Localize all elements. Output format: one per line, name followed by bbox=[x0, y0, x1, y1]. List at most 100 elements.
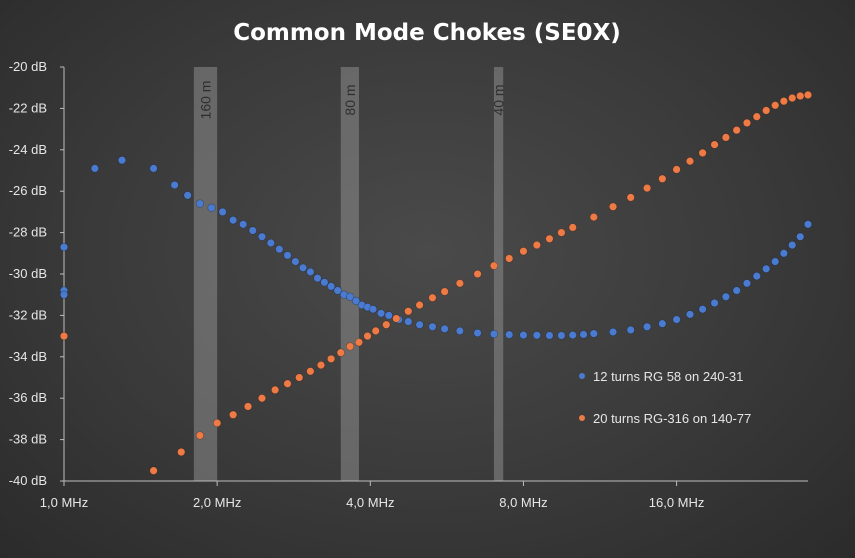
legend-label: 12 turns RG 58 on 240-31 bbox=[593, 369, 743, 384]
data-point bbox=[658, 319, 667, 328]
series-0 bbox=[59, 156, 813, 340]
data-point bbox=[672, 315, 681, 324]
data-point bbox=[428, 322, 437, 331]
data-point bbox=[779, 97, 788, 106]
data-point bbox=[415, 320, 424, 329]
data-point bbox=[455, 279, 464, 288]
data-point bbox=[698, 305, 707, 314]
data-point bbox=[519, 330, 528, 340]
data-point bbox=[229, 410, 238, 419]
data-point bbox=[376, 309, 386, 318]
data-point bbox=[455, 326, 464, 336]
x-tick-label: 4,0 MHz bbox=[346, 495, 394, 510]
data-point bbox=[698, 148, 707, 158]
data-point bbox=[762, 106, 771, 115]
data-point bbox=[779, 249, 788, 258]
data-point bbox=[149, 164, 158, 173]
y-tick-label: -28 dB bbox=[9, 225, 47, 240]
data-point bbox=[721, 292, 731, 301]
data-point bbox=[742, 279, 752, 288]
data-point bbox=[333, 286, 342, 295]
band-0 bbox=[193, 67, 218, 481]
data-point bbox=[306, 267, 315, 277]
data-point bbox=[626, 325, 635, 334]
data-point bbox=[320, 278, 329, 287]
y-tick-label: -40 dB bbox=[9, 473, 47, 488]
data-point bbox=[608, 202, 618, 211]
x-tick-label: 1,0 MHz bbox=[40, 495, 88, 510]
data-point bbox=[473, 328, 482, 338]
data-point bbox=[532, 331, 541, 340]
legend-marker bbox=[579, 373, 585, 379]
y-tick-label: -30 dB bbox=[9, 266, 47, 281]
legend-marker bbox=[579, 415, 585, 421]
data-point bbox=[568, 330, 577, 340]
data-point bbox=[428, 293, 437, 302]
data-point bbox=[685, 310, 695, 319]
data-point bbox=[239, 220, 248, 229]
data-point bbox=[608, 327, 618, 337]
data-point bbox=[384, 311, 393, 320]
data-point bbox=[170, 180, 179, 190]
y-tick-label: -38 dB bbox=[9, 432, 47, 447]
data-point bbox=[354, 338, 364, 347]
band-1 bbox=[340, 67, 359, 481]
data-point bbox=[710, 298, 719, 308]
data-point bbox=[505, 330, 514, 339]
data-point bbox=[672, 165, 681, 174]
data-point bbox=[351, 296, 361, 306]
data-point bbox=[796, 91, 805, 101]
data-point bbox=[243, 402, 253, 411]
data-point bbox=[283, 379, 292, 388]
data-point bbox=[257, 232, 267, 241]
data-point bbox=[266, 238, 275, 248]
data-point bbox=[316, 360, 326, 370]
data-point bbox=[229, 216, 238, 225]
x-tick-label: 2,0 MHz bbox=[193, 495, 241, 510]
data-point bbox=[557, 331, 566, 340]
data-point bbox=[90, 164, 99, 173]
data-point bbox=[626, 193, 635, 202]
data-point bbox=[207, 203, 216, 212]
data-point bbox=[336, 348, 345, 357]
data-point bbox=[415, 300, 424, 310]
data-point bbox=[732, 126, 741, 135]
data-point bbox=[545, 234, 554, 243]
band-layer: 160 m 80 m 40 m bbox=[193, 67, 507, 481]
data-point bbox=[752, 271, 761, 281]
data-point bbox=[685, 157, 695, 166]
data-point bbox=[532, 240, 541, 250]
data-point bbox=[213, 418, 222, 428]
series-1 bbox=[59, 90, 813, 475]
data-point bbox=[473, 269, 482, 279]
data-point bbox=[440, 287, 449, 296]
data-point bbox=[392, 314, 401, 323]
y-tick-label: -20 dB bbox=[9, 59, 47, 74]
band-2 bbox=[493, 67, 504, 481]
data-point bbox=[371, 326, 380, 336]
data-point bbox=[295, 373, 304, 382]
x-tick-label: 8,0 MHz bbox=[499, 495, 547, 510]
data-point bbox=[545, 331, 554, 340]
data-point bbox=[404, 317, 413, 326]
data-point bbox=[642, 322, 652, 331]
data-point bbox=[195, 199, 205, 208]
data-point bbox=[505, 254, 514, 263]
data-point bbox=[796, 232, 805, 241]
data-point bbox=[732, 286, 741, 295]
data-point bbox=[59, 332, 69, 341]
y-tick-label: -24 dB bbox=[9, 142, 47, 157]
data-point bbox=[345, 342, 355, 351]
data-point bbox=[771, 257, 780, 266]
data-point bbox=[557, 228, 566, 237]
data-point bbox=[404, 307, 413, 316]
data-point bbox=[59, 242, 69, 252]
data-point bbox=[298, 263, 308, 272]
data-point bbox=[149, 466, 158, 475]
data-point bbox=[363, 332, 372, 341]
data-point bbox=[489, 329, 499, 339]
band-label: 160 m bbox=[198, 81, 214, 120]
chart-title: Common Mode Chokes (SE0X) bbox=[233, 20, 621, 46]
data-point bbox=[59, 290, 69, 299]
